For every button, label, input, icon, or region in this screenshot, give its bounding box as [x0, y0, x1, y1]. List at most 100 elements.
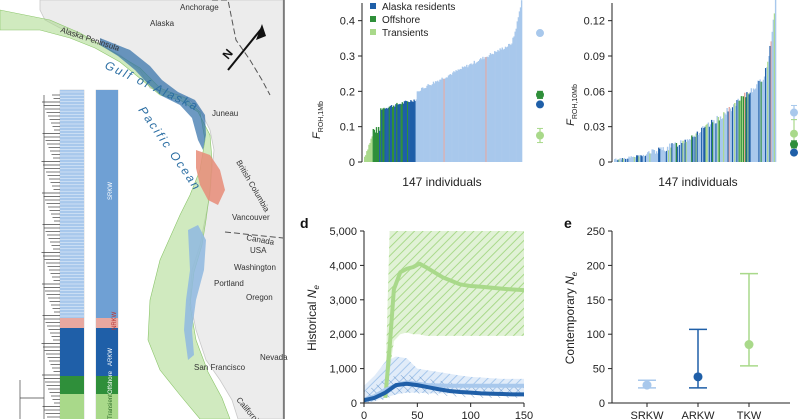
bar — [740, 96, 743, 162]
bar — [406, 101, 409, 162]
bar — [503, 48, 506, 162]
bar — [737, 98, 739, 162]
bar — [693, 135, 695, 162]
bar — [633, 156, 636, 162]
bar — [641, 156, 643, 162]
bar — [366, 151, 368, 162]
ancestry-label-nrkw: NRKW — [112, 311, 118, 330]
bar — [386, 108, 388, 162]
summary-point — [790, 129, 798, 138]
bar — [425, 87, 427, 162]
bar — [384, 108, 386, 162]
y-tick-label: 0.4 — [340, 16, 355, 28]
nrkw-range — [196, 150, 225, 205]
bar — [654, 153, 657, 162]
bar — [656, 153, 659, 162]
ancestry-stripes — [60, 91, 84, 317]
bar — [461, 66, 464, 162]
bar — [664, 151, 667, 162]
legend-label-transients: Transients — [382, 28, 428, 39]
bar — [771, 31, 773, 163]
bar — [729, 108, 732, 162]
bar — [726, 108, 728, 162]
bar — [520, 0, 523, 162]
ancestry-arkw-right — [96, 328, 118, 376]
bar — [398, 104, 400, 162]
bar — [457, 69, 459, 162]
y-tick-label: 3,000 — [329, 295, 357, 307]
bar — [701, 127, 703, 162]
bar — [437, 80, 439, 162]
bar — [760, 81, 762, 162]
bar — [627, 158, 629, 162]
y-tick-label: 0.03 — [584, 122, 605, 134]
bar — [451, 74, 453, 162]
bar — [770, 41, 772, 163]
bar — [662, 147, 664, 162]
bar — [383, 107, 385, 162]
srkw-range — [184, 225, 206, 360]
bar — [476, 61, 479, 162]
place-label-portland: Portland — [214, 279, 244, 288]
bar — [681, 142, 683, 162]
bar — [653, 150, 656, 162]
bar — [703, 127, 705, 162]
y-tick-label: 0.06 — [584, 86, 605, 98]
bar — [369, 142, 371, 162]
bar — [458, 69, 460, 162]
bar — [499, 48, 501, 163]
bar — [474, 63, 477, 162]
bar — [484, 57, 486, 162]
bar — [723, 112, 725, 162]
bar — [623, 157, 626, 162]
bar — [410, 100, 412, 162]
bar — [759, 79, 761, 162]
bar — [379, 130, 381, 162]
bar — [677, 145, 680, 162]
bar — [697, 135, 700, 162]
bar — [685, 141, 688, 162]
place-label-alaska: Alaska — [150, 19, 175, 28]
bar — [758, 80, 760, 162]
y-tick-label: 5,000 — [329, 226, 357, 238]
bar — [643, 156, 646, 162]
panel-c-xlabel: 147 individuals — [658, 175, 737, 189]
bar — [774, 0, 777, 163]
summary-point — [536, 100, 544, 109]
bar — [649, 153, 651, 162]
bar — [396, 102, 398, 162]
bar — [442, 78, 444, 162]
ancestry-arkw-left — [60, 328, 84, 376]
place-label-anchorage: Anchorage — [180, 3, 219, 12]
bar — [517, 17, 520, 162]
bar — [625, 159, 627, 162]
bar — [492, 54, 495, 163]
bar — [710, 119, 713, 162]
y-tick-label: 0 — [599, 157, 605, 169]
summary-point — [536, 90, 544, 99]
bar — [389, 105, 392, 162]
bar — [423, 88, 425, 162]
summary-point — [790, 148, 798, 157]
bar — [738, 100, 740, 162]
place-label-juneau: Juneau — [212, 109, 238, 118]
bar — [616, 160, 618, 162]
bar — [483, 59, 485, 162]
panel-e-axis: 0 50 100 150 200 250 SRKW ARKW TKW — [587, 226, 790, 419]
bar — [659, 148, 661, 162]
bar — [482, 56, 484, 162]
bar — [691, 135, 693, 162]
bar — [668, 150, 670, 162]
bar — [722, 118, 724, 162]
bar — [728, 107, 731, 162]
place-label-oregon: Oregon — [246, 293, 273, 302]
bar — [438, 81, 440, 162]
bar — [502, 49, 505, 162]
bar — [513, 36, 515, 162]
bar — [519, 7, 522, 162]
bar — [736, 100, 738, 162]
panel-b-axis: 0 0.1 0.2 0.3 0.4 — [340, 3, 363, 169]
bar — [675, 143, 678, 162]
bar — [645, 154, 648, 162]
bar — [650, 153, 652, 162]
